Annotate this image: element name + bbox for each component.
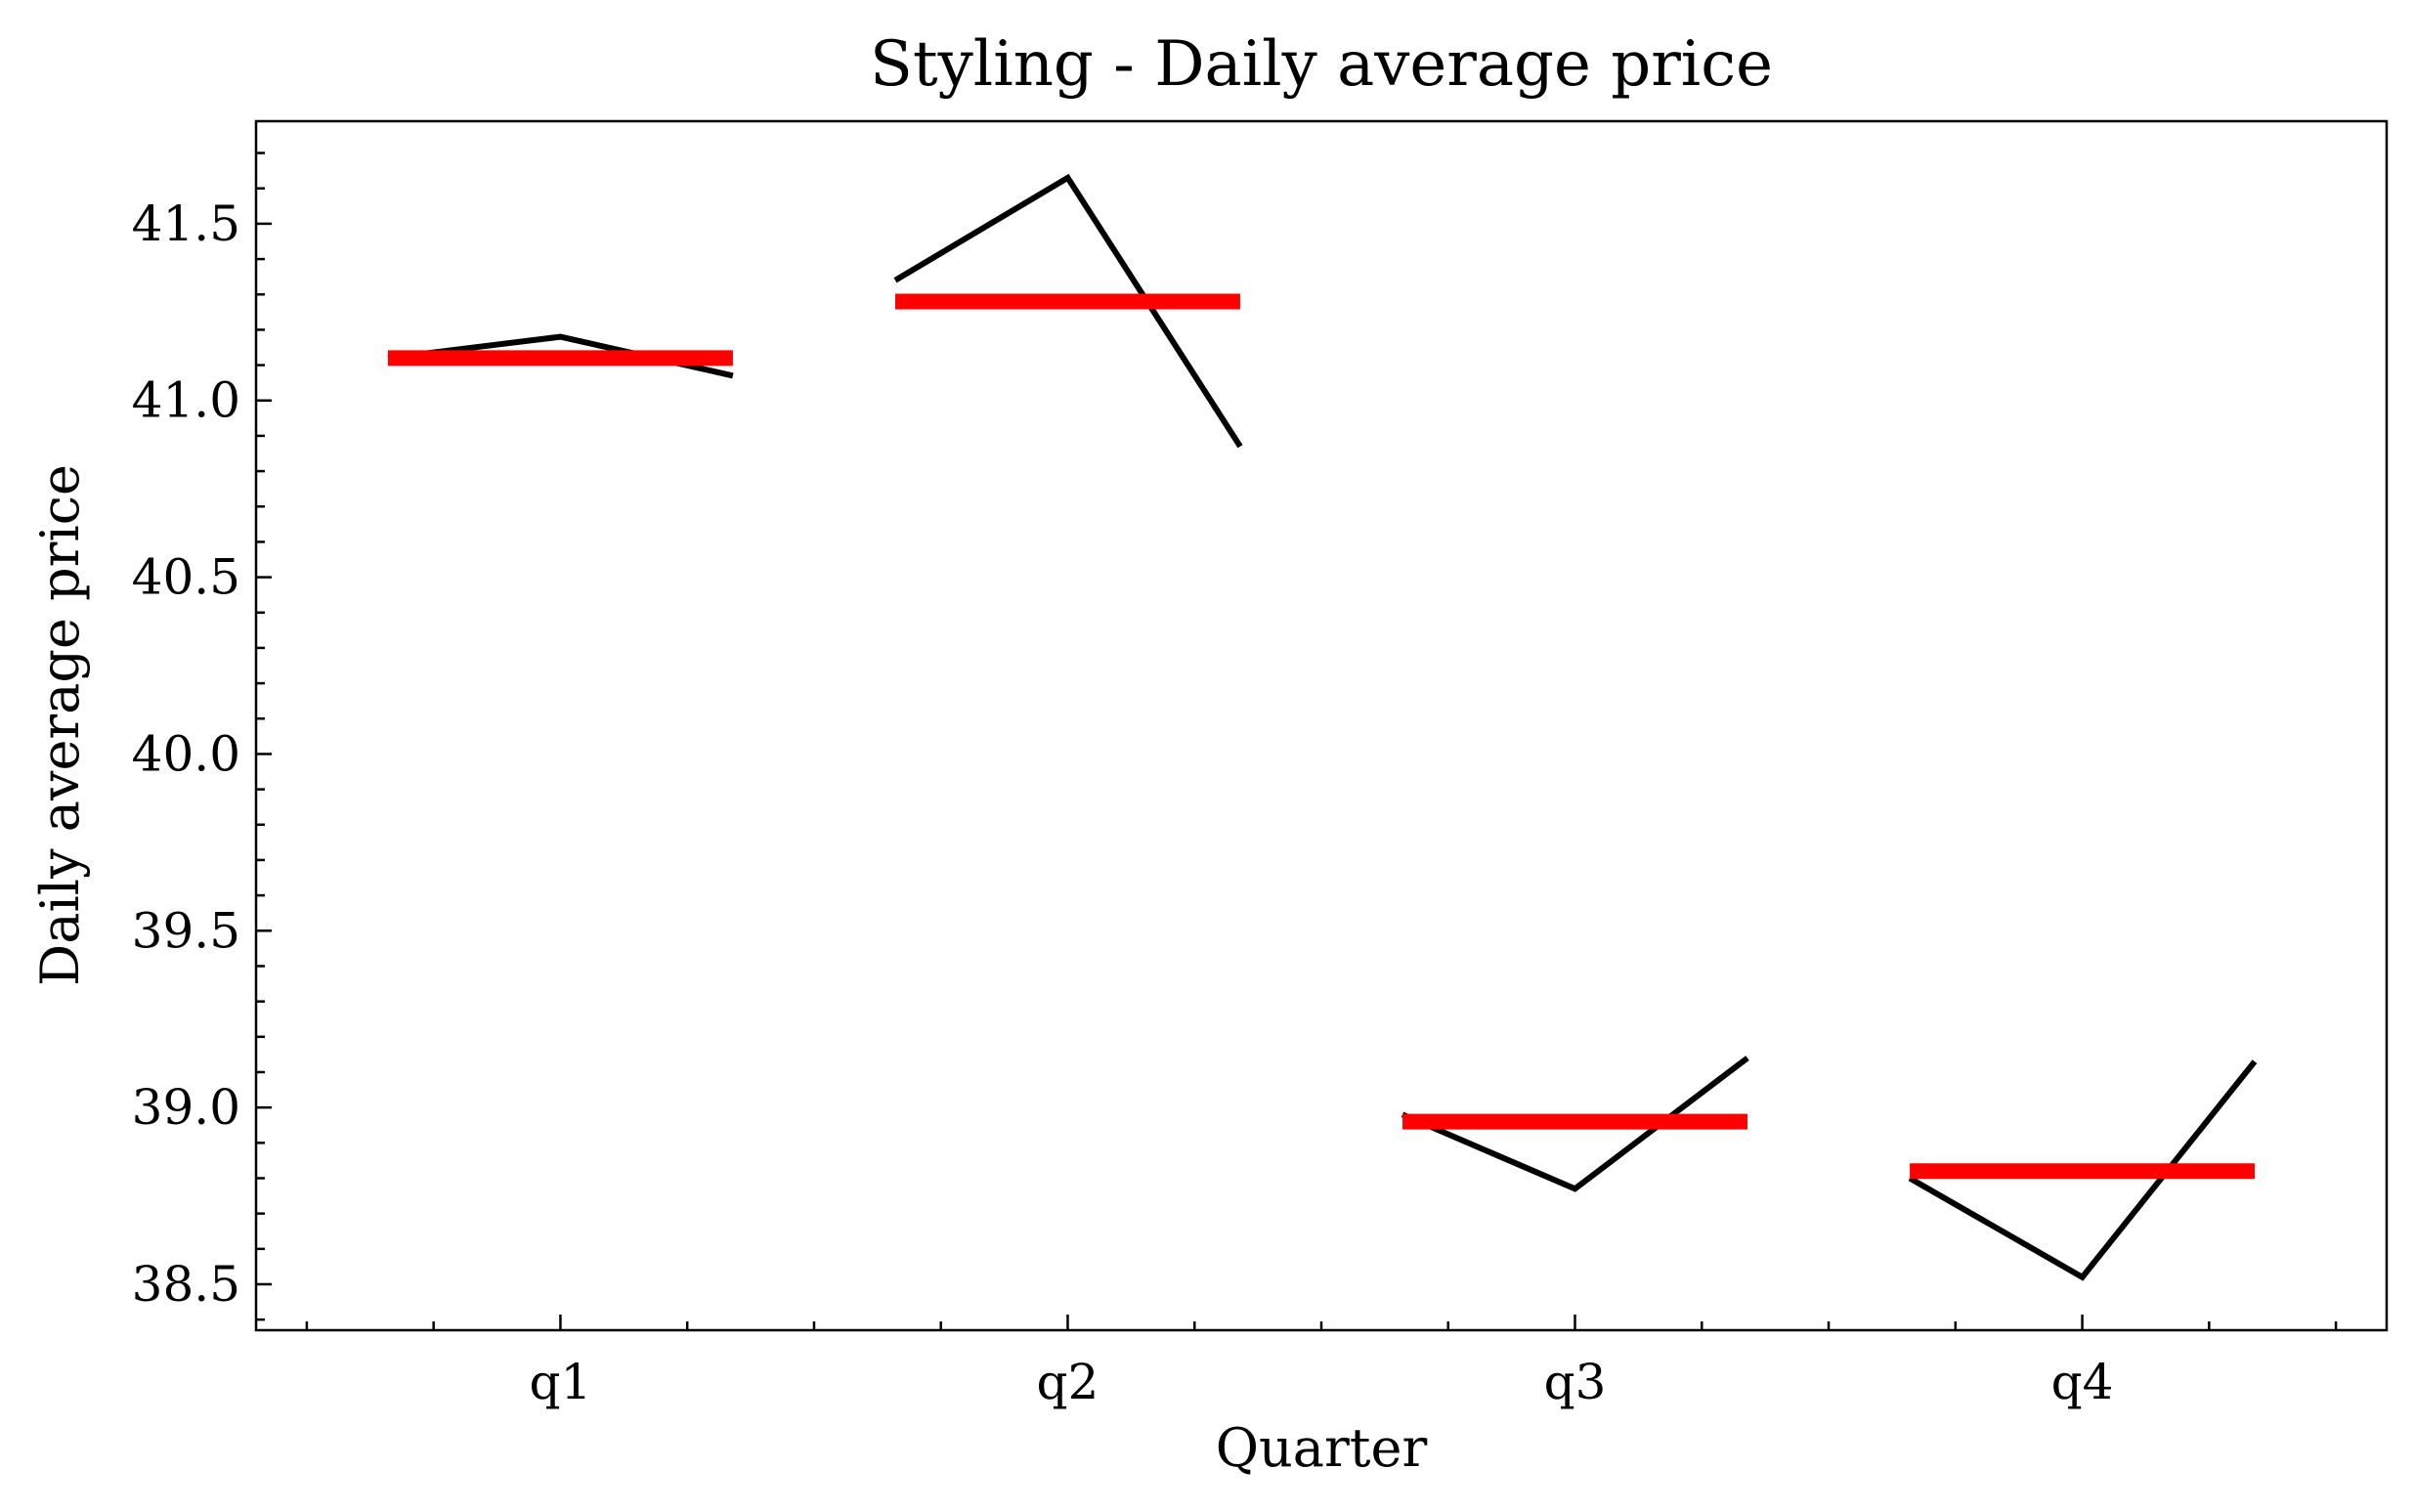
x-tick-label: q4 — [2051, 1354, 2114, 1410]
chart-title: Styling - Daily average price — [870, 28, 1773, 101]
y-tick-label: 38.5 — [132, 1256, 240, 1313]
y-axis-label: Daily average price — [29, 464, 91, 986]
x-tick-label: q2 — [1037, 1354, 1099, 1410]
y-tick-label: 41.5 — [132, 195, 240, 252]
x-tick-label: q1 — [530, 1354, 592, 1410]
y-tick-label: 39.0 — [132, 1079, 240, 1136]
y-tick-label: 41.0 — [132, 372, 240, 429]
subseries-line-q3 — [1401, 1056, 1749, 1192]
subseries-line-q2 — [893, 173, 1243, 449]
x-tick-label: q3 — [1544, 1354, 1607, 1410]
subseries-line-q4 — [1908, 1059, 2258, 1281]
x-axis-label: Quarter — [1216, 1417, 1428, 1479]
x-axis: q1 q2 q3 q4 — [305, 1315, 2338, 1410]
y-tick-label: 40.0 — [132, 725, 240, 782]
y-tick-label: 40.5 — [132, 549, 240, 606]
y-tick-label: 39.5 — [132, 902, 240, 959]
plot-area — [387, 173, 2258, 1281]
y-axis: 38.5 39.0 39.5 40.0 40.5 41.0 41.5 — [132, 151, 272, 1321]
plot-frame — [254, 119, 2389, 1332]
